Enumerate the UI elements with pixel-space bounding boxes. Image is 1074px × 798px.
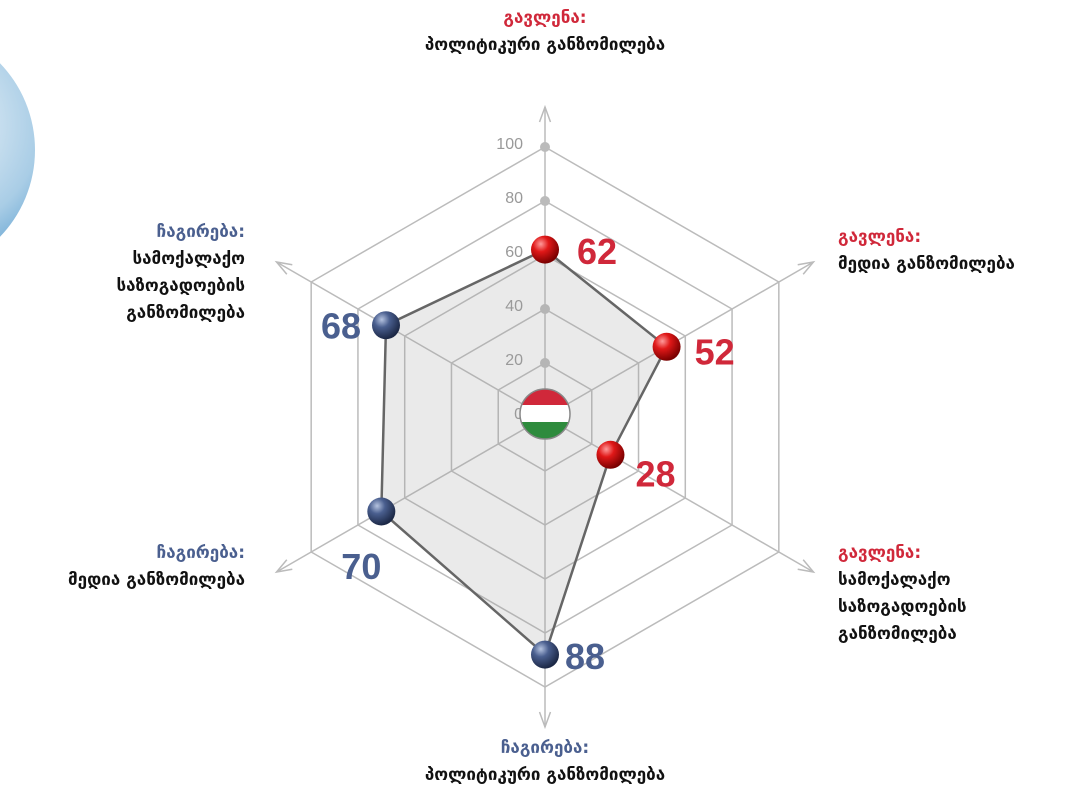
tick-dot <box>540 142 550 152</box>
axis-group: ჩაგირება: <box>501 738 589 758</box>
axis-dimension: პოლიტიკური განზომილება <box>425 35 665 55</box>
grid-ring <box>497 362 593 472</box>
spoke <box>276 416 546 573</box>
tick-label: 80 <box>505 190 523 207</box>
spoke-arrow <box>538 104 552 123</box>
axis-group: გავლენა: <box>838 227 921 247</box>
flag <box>520 389 570 439</box>
axis-dimension: სამოქალაქო <box>132 249 245 269</box>
tick-label: 0 <box>514 406 523 423</box>
value-point <box>531 235 559 264</box>
grid-ring <box>310 146 780 688</box>
spoke-arrow <box>797 559 816 574</box>
axis-group: ჩაგირება: <box>157 543 245 563</box>
value-point <box>371 311 400 340</box>
grid-ring <box>403 254 687 580</box>
tick-dot <box>540 304 550 314</box>
value-label: 62 <box>577 231 617 272</box>
axis-dimension: მედია განზომილება <box>68 570 245 590</box>
tick-dot <box>540 196 550 206</box>
axis-dimension: საზოგადოების <box>838 597 967 617</box>
value-point <box>596 440 625 469</box>
value-point <box>531 640 559 669</box>
tick-dot <box>540 358 550 368</box>
spoke <box>544 416 814 573</box>
tick-label: 60 <box>505 244 523 261</box>
axis-dimension: განზომილება <box>126 303 245 323</box>
axis-dimension: განზომილება <box>838 624 957 644</box>
flag-rim <box>519 388 571 440</box>
value-point <box>652 332 681 361</box>
value-label: 52 <box>695 331 735 372</box>
value-label: 88 <box>565 636 605 677</box>
value-label: 68 <box>321 306 361 347</box>
value-label: 28 <box>635 453 675 494</box>
globe-decoration <box>0 63 35 237</box>
spoke-arrow <box>274 260 293 275</box>
spoke <box>544 261 814 418</box>
value-point <box>367 497 396 526</box>
axis-dimension: სამოქალაქო <box>838 570 951 590</box>
spoke <box>276 261 546 418</box>
spoke-arrow <box>797 260 816 275</box>
radar-plot: 62 52 28 88 70 68 <box>321 231 735 677</box>
axis-group: გავლენა: <box>503 8 586 28</box>
grid-ring <box>450 308 640 526</box>
axis-group: გავლენა: <box>838 543 921 563</box>
tick-label: 100 <box>496 136 523 153</box>
value-label: 70 <box>341 546 381 587</box>
axis-dimension: პოლიტიკური განზომილება <box>425 765 665 785</box>
axis-dimension: საზოგადოების <box>116 276 245 296</box>
spoke-arrow <box>274 559 293 574</box>
grid-ring <box>357 200 733 634</box>
spoke-arrow <box>538 711 552 730</box>
axis-group: ჩაგირება: <box>157 222 245 242</box>
axis-dimension: მედია განზომილება <box>838 254 1015 274</box>
tick-label: 20 <box>505 352 523 369</box>
tick-label: 40 <box>505 298 523 315</box>
